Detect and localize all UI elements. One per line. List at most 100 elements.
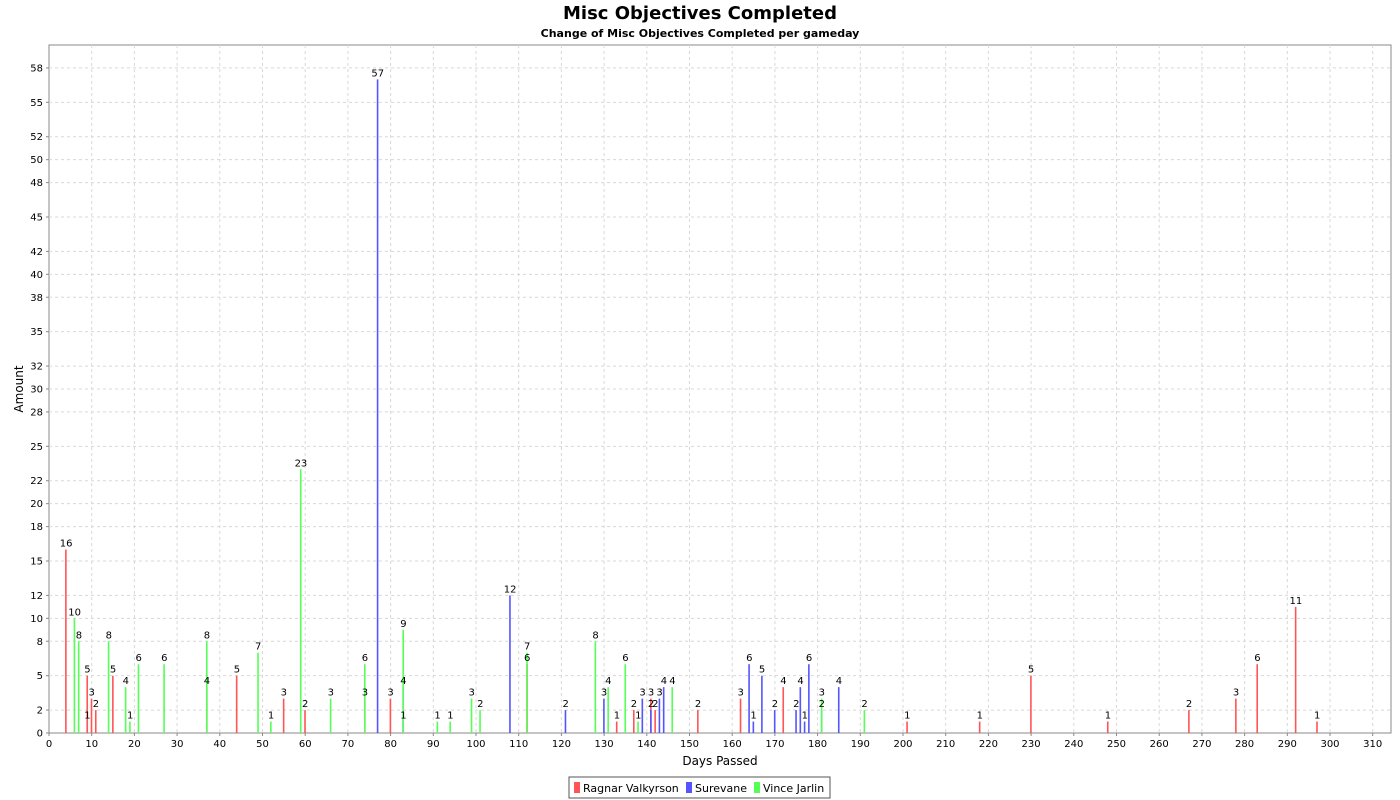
bar-vince-jarlin (863, 710, 866, 733)
y-tick-label: 25 (30, 442, 43, 453)
data-label: 11 (1289, 596, 1302, 607)
bar-surevane (773, 710, 776, 733)
bar-surevane (658, 698, 661, 733)
data-label: 2 (93, 699, 99, 710)
data-label: 3 (362, 688, 368, 699)
bar-surevane (808, 664, 810, 733)
data-label: 5 (234, 665, 240, 676)
data-label: 2 (652, 699, 658, 710)
bar-ragnar-valkyrson (906, 721, 908, 733)
data-label: 6 (746, 653, 752, 664)
bar-surevane (748, 664, 750, 733)
bar-ragnar-valkyrson (1106, 721, 1109, 733)
bar-vince-jarlin (270, 721, 272, 733)
bar-ragnar-valkyrson (697, 710, 699, 733)
x-tick-label: 40 (213, 739, 226, 750)
bar-ragnar-valkyrson (86, 675, 89, 733)
data-label: 1 (1105, 711, 1111, 722)
data-label: 23 (295, 458, 308, 469)
legend-label-vince: Vince Jarlin (763, 782, 824, 795)
bar-vince-jarlin (205, 641, 208, 733)
data-label: 2 (819, 699, 825, 710)
bar-vince-jarlin (257, 652, 259, 733)
data-label: 5 (759, 665, 765, 676)
bar-ragnar-valkyrson (615, 721, 618, 733)
data-label: 3 (639, 688, 645, 699)
y-tick-label: 12 (30, 591, 43, 602)
data-label: 10 (68, 607, 81, 618)
bar-ragnar-valkyrson (978, 721, 981, 733)
bar-ragnar-valkyrson (282, 698, 285, 733)
x-tick-label: 310 (1363, 739, 1382, 750)
data-label: 7 (255, 642, 261, 653)
data-label: 8 (204, 630, 210, 641)
data-label: 3 (656, 688, 662, 699)
data-label: 1 (614, 711, 620, 722)
y-tick-label: 48 (30, 178, 43, 189)
x-tick-label: 110 (509, 739, 528, 750)
data-label: 6 (524, 653, 530, 664)
bar-vince-jarlin (129, 721, 131, 733)
data-label: 1 (750, 711, 756, 722)
bar-surevane (603, 698, 605, 733)
bar-surevane (564, 710, 567, 733)
data-label: 5 (1028, 665, 1034, 676)
y-tick-label: 50 (30, 155, 43, 166)
x-tick-label: 260 (1150, 739, 1169, 750)
data-label: 4 (669, 676, 675, 687)
bar-vince-jarlin (77, 641, 80, 733)
data-label: 1 (977, 711, 983, 722)
bar-ragnar-valkyrson (1256, 664, 1259, 733)
data-label: 1 (802, 711, 808, 722)
data-label: 2 (861, 699, 867, 710)
bar-vince-jarlin (607, 687, 609, 733)
bar-vince-jarlin (470, 698, 473, 733)
bar-surevane (662, 687, 665, 733)
bar-surevane (376, 79, 379, 733)
legend: Ragnar Valkyrson Surevane Vince Jarlin (568, 776, 831, 799)
y-tick-label: 28 (30, 407, 43, 418)
legend-swatch-vince (754, 782, 760, 793)
bar-vince-jarlin (299, 469, 302, 733)
bar-ragnar-valkyrson (94, 710, 97, 733)
x-tick-label: 0 (46, 739, 52, 750)
x-tick-label: 180 (808, 739, 827, 750)
bar-ragnar-valkyrson (632, 710, 635, 733)
data-label: 3 (648, 688, 654, 699)
data-label: 6 (362, 653, 368, 664)
y-tick-label: 20 (30, 499, 43, 510)
bar-ragnar-valkyrson (654, 710, 656, 733)
x-tick-label: 280 (1235, 739, 1254, 750)
legend-swatch-ragnar (574, 782, 580, 793)
data-label: 1 (84, 711, 90, 722)
data-label: 3 (387, 688, 393, 699)
x-tick-label: 250 (1107, 739, 1126, 750)
data-label: 6 (1254, 653, 1260, 664)
data-label: 5 (84, 665, 90, 676)
grid (49, 45, 1391, 733)
x-tick-label: 170 (765, 739, 784, 750)
x-tick-label: 50 (256, 739, 269, 750)
bar-vince-jarlin (73, 618, 76, 733)
bar-surevane (752, 721, 755, 733)
data-label: 2 (793, 699, 799, 710)
bar-vince-jarlin (594, 641, 597, 733)
bar-ragnar-valkyrson (235, 675, 238, 733)
x-tick-label: 230 (1022, 739, 1041, 750)
y-tick-label: 18 (30, 522, 43, 533)
bar-ragnar-valkyrson (782, 687, 785, 733)
data-label: 2 (772, 699, 778, 710)
y-tick-label: 2 (37, 706, 43, 717)
data-label: 1 (904, 711, 910, 722)
x-tick-label: 100 (466, 739, 485, 750)
data-label: 9 (400, 619, 406, 630)
bar-surevane (641, 698, 644, 733)
data-label: 4 (400, 676, 406, 687)
bar-ragnar-valkyrson (112, 675, 114, 733)
bar-ragnar-valkyrson (1294, 606, 1297, 733)
y-tick-label: 22 (30, 476, 43, 487)
data-label: 2 (695, 699, 701, 710)
bar-surevane (795, 710, 797, 733)
x-tick-label: 90 (427, 739, 440, 750)
